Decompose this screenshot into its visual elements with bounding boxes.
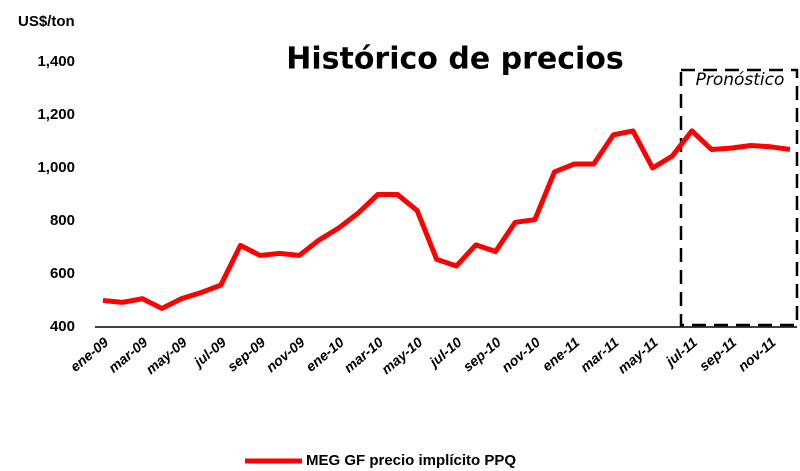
x-tick-label: sep-09 (224, 334, 268, 375)
x-tick-label: sep-11 (696, 334, 740, 374)
x-tick-label: may-10 (378, 334, 425, 377)
x-tick-label: mar-10 (341, 334, 387, 376)
x-tick-label: jul-09 (189, 334, 229, 371)
legend-label: MEG GF precio implícito PPQ (306, 452, 516, 469)
y-axis-label: US$/ton (18, 13, 75, 30)
y-tick-label: 800 (50, 212, 75, 229)
y-tick-label: 1,200 (37, 106, 75, 123)
x-tick-label: mar-09 (105, 334, 151, 376)
x-tick-label: nov-09 (263, 334, 308, 375)
x-tick-label: nov-10 (498, 334, 543, 375)
x-tick-label: jul-10 (425, 334, 465, 371)
y-tick-label: 600 (50, 265, 75, 282)
x-tick-label: ene-10 (303, 334, 347, 375)
line (102, 128, 791, 311)
x-tick-label: may-11 (614, 334, 661, 377)
x-tick-label: mar-11 (577, 334, 622, 375)
chart-title: Histórico de precios (286, 42, 624, 77)
x-tick-label: nov-11 (735, 334, 779, 375)
forecast-box (679, 68, 799, 327)
y-tick-label: 1,000 (37, 159, 75, 176)
x-tick-label: sep-10 (460, 334, 504, 375)
x-tick-label: ene-11 (539, 334, 583, 374)
x-tick-label: ene-09 (67, 334, 111, 375)
y-tick-label: 400 (50, 318, 75, 335)
x-tick-label: jul-11 (661, 334, 700, 371)
y-tick-label: 1,400 (37, 53, 75, 70)
x-tick-label: may-09 (143, 334, 190, 377)
forecast-label: Pronóstico (696, 70, 785, 90)
